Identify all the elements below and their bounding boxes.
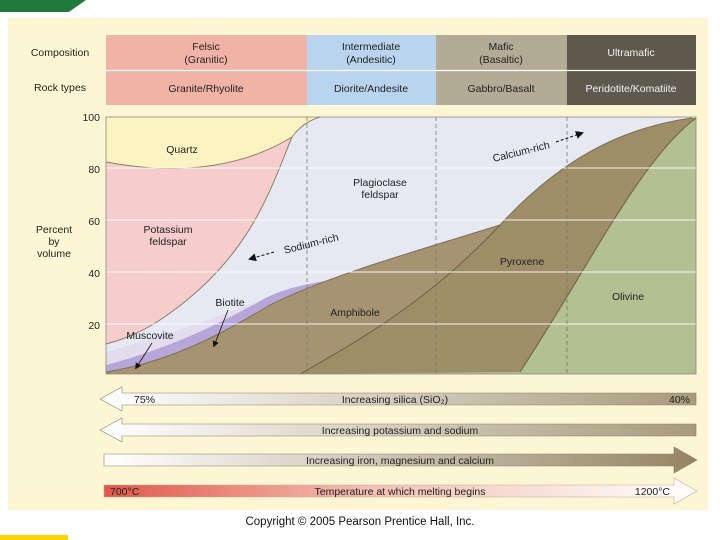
- felsic-sublabel: (Granitic): [184, 54, 227, 66]
- felsic-composition-cell: [106, 35, 307, 70]
- temperature-label: Temperature at which melting begins: [314, 486, 485, 498]
- potassium-feldspar-label-line2: feldspar: [149, 236, 187, 248]
- y-tick-60: 60: [88, 216, 100, 228]
- ultramafic-rock-cell: [567, 71, 696, 105]
- y-axis-label-line1: Percent: [36, 224, 72, 236]
- rock-types-label: Rock types: [34, 82, 86, 94]
- iron-magnesium-calcium-arrow: [103, 446, 698, 474]
- mafic-label: Mafic: [488, 41, 513, 53]
- intermediate-label: Intermediate: [342, 41, 401, 53]
- sodium-rich-arrow: [248, 251, 275, 262]
- felsic-rock-label: Granite/Rhyolite: [168, 83, 243, 95]
- y-axis-label-line3: volume: [37, 248, 71, 260]
- corner-accent-bottom: [0, 535, 68, 540]
- felsic-rock-cell: [106, 71, 307, 105]
- silica-label: Increasing silica (SiO₂): [342, 394, 448, 406]
- intermediate-composition-cell: [307, 35, 436, 70]
- y-axis-label-line2: by: [48, 236, 60, 248]
- header-table: Composition Rock types Felsic (Granitic)…: [31, 35, 696, 105]
- olivine-label: Olivine: [612, 291, 644, 303]
- mafic-sublabel: (Basaltic): [479, 54, 523, 66]
- temperature-right-label: 1200°C: [635, 486, 671, 498]
- plagioclase-label-line2: feldspar: [361, 189, 399, 201]
- plagioclase-label-line1: Plagioclase: [353, 177, 407, 189]
- muscovite-leader: [135, 342, 153, 370]
- y-tick-80: 80: [88, 164, 100, 176]
- muscovite-label: Muscovite: [126, 330, 173, 342]
- intermediate-sublabel: (Andesitic): [346, 54, 396, 66]
- amphibole-region: [106, 225, 500, 374]
- pyroxene-label: Pyroxene: [500, 256, 545, 268]
- y-tick-40: 40: [88, 268, 100, 280]
- biotite-label: Biotite: [215, 297, 244, 309]
- biotite-leader: [212, 309, 229, 348]
- quartz-region: [106, 117, 320, 169]
- muscovite-region: [106, 300, 262, 365]
- ultramafic-composition-cell: [567, 35, 696, 70]
- silica-arrow: [99, 386, 697, 412]
- intermediate-rock-label: Diorite/Andesite: [334, 83, 408, 95]
- mafic-rock-label: Gabbro/Basalt: [467, 83, 534, 95]
- y-tick-100: 100: [82, 112, 100, 124]
- pyroxene-region: [300, 118, 696, 374]
- ultramafic-label: Ultramafic: [607, 47, 654, 59]
- silica-left-label: 75%: [134, 394, 155, 406]
- silica-right-label: 40%: [669, 394, 690, 406]
- trend-arrows: 75% Increasing silica (SiO₂) 40% Increas…: [99, 386, 698, 505]
- potassium-sodium-arrow: [99, 417, 697, 443]
- iron-magnesium-calcium-label: Increasing iron, magnesium and calcium: [306, 455, 494, 467]
- amphibole-label: Amphibole: [330, 307, 380, 319]
- ultramafic-rock-label: Peridotite/Komatiite: [585, 83, 676, 95]
- corner-accent: [0, 0, 86, 12]
- felsic-label: Felsic: [192, 41, 219, 53]
- temperature-left-label: 700°C: [110, 486, 140, 498]
- temperature-arrow: [103, 477, 698, 505]
- potassium-sodium-label: Increasing potassium and sodium: [322, 425, 479, 437]
- composition-label: Composition: [31, 47, 90, 59]
- potassium-feldspar-label-line1: Potassium: [143, 224, 192, 236]
- mafic-composition-cell: [436, 35, 567, 70]
- intermediate-rock-cell: [307, 71, 436, 105]
- copyright-notice: Copyright © 2005 Pearson Prentice Hall, …: [245, 516, 475, 528]
- calcium-rich-arrow: [555, 131, 584, 143]
- quartz-label: Quartz: [166, 144, 198, 156]
- y-tick-20: 20: [88, 320, 100, 332]
- mafic-rock-cell: [436, 71, 567, 105]
- y-axis: 100 80 60 40 20 Percent by volume: [36, 112, 100, 332]
- mineral-regions: [105, 116, 697, 375]
- potassium-feldspar-region: [106, 137, 292, 344]
